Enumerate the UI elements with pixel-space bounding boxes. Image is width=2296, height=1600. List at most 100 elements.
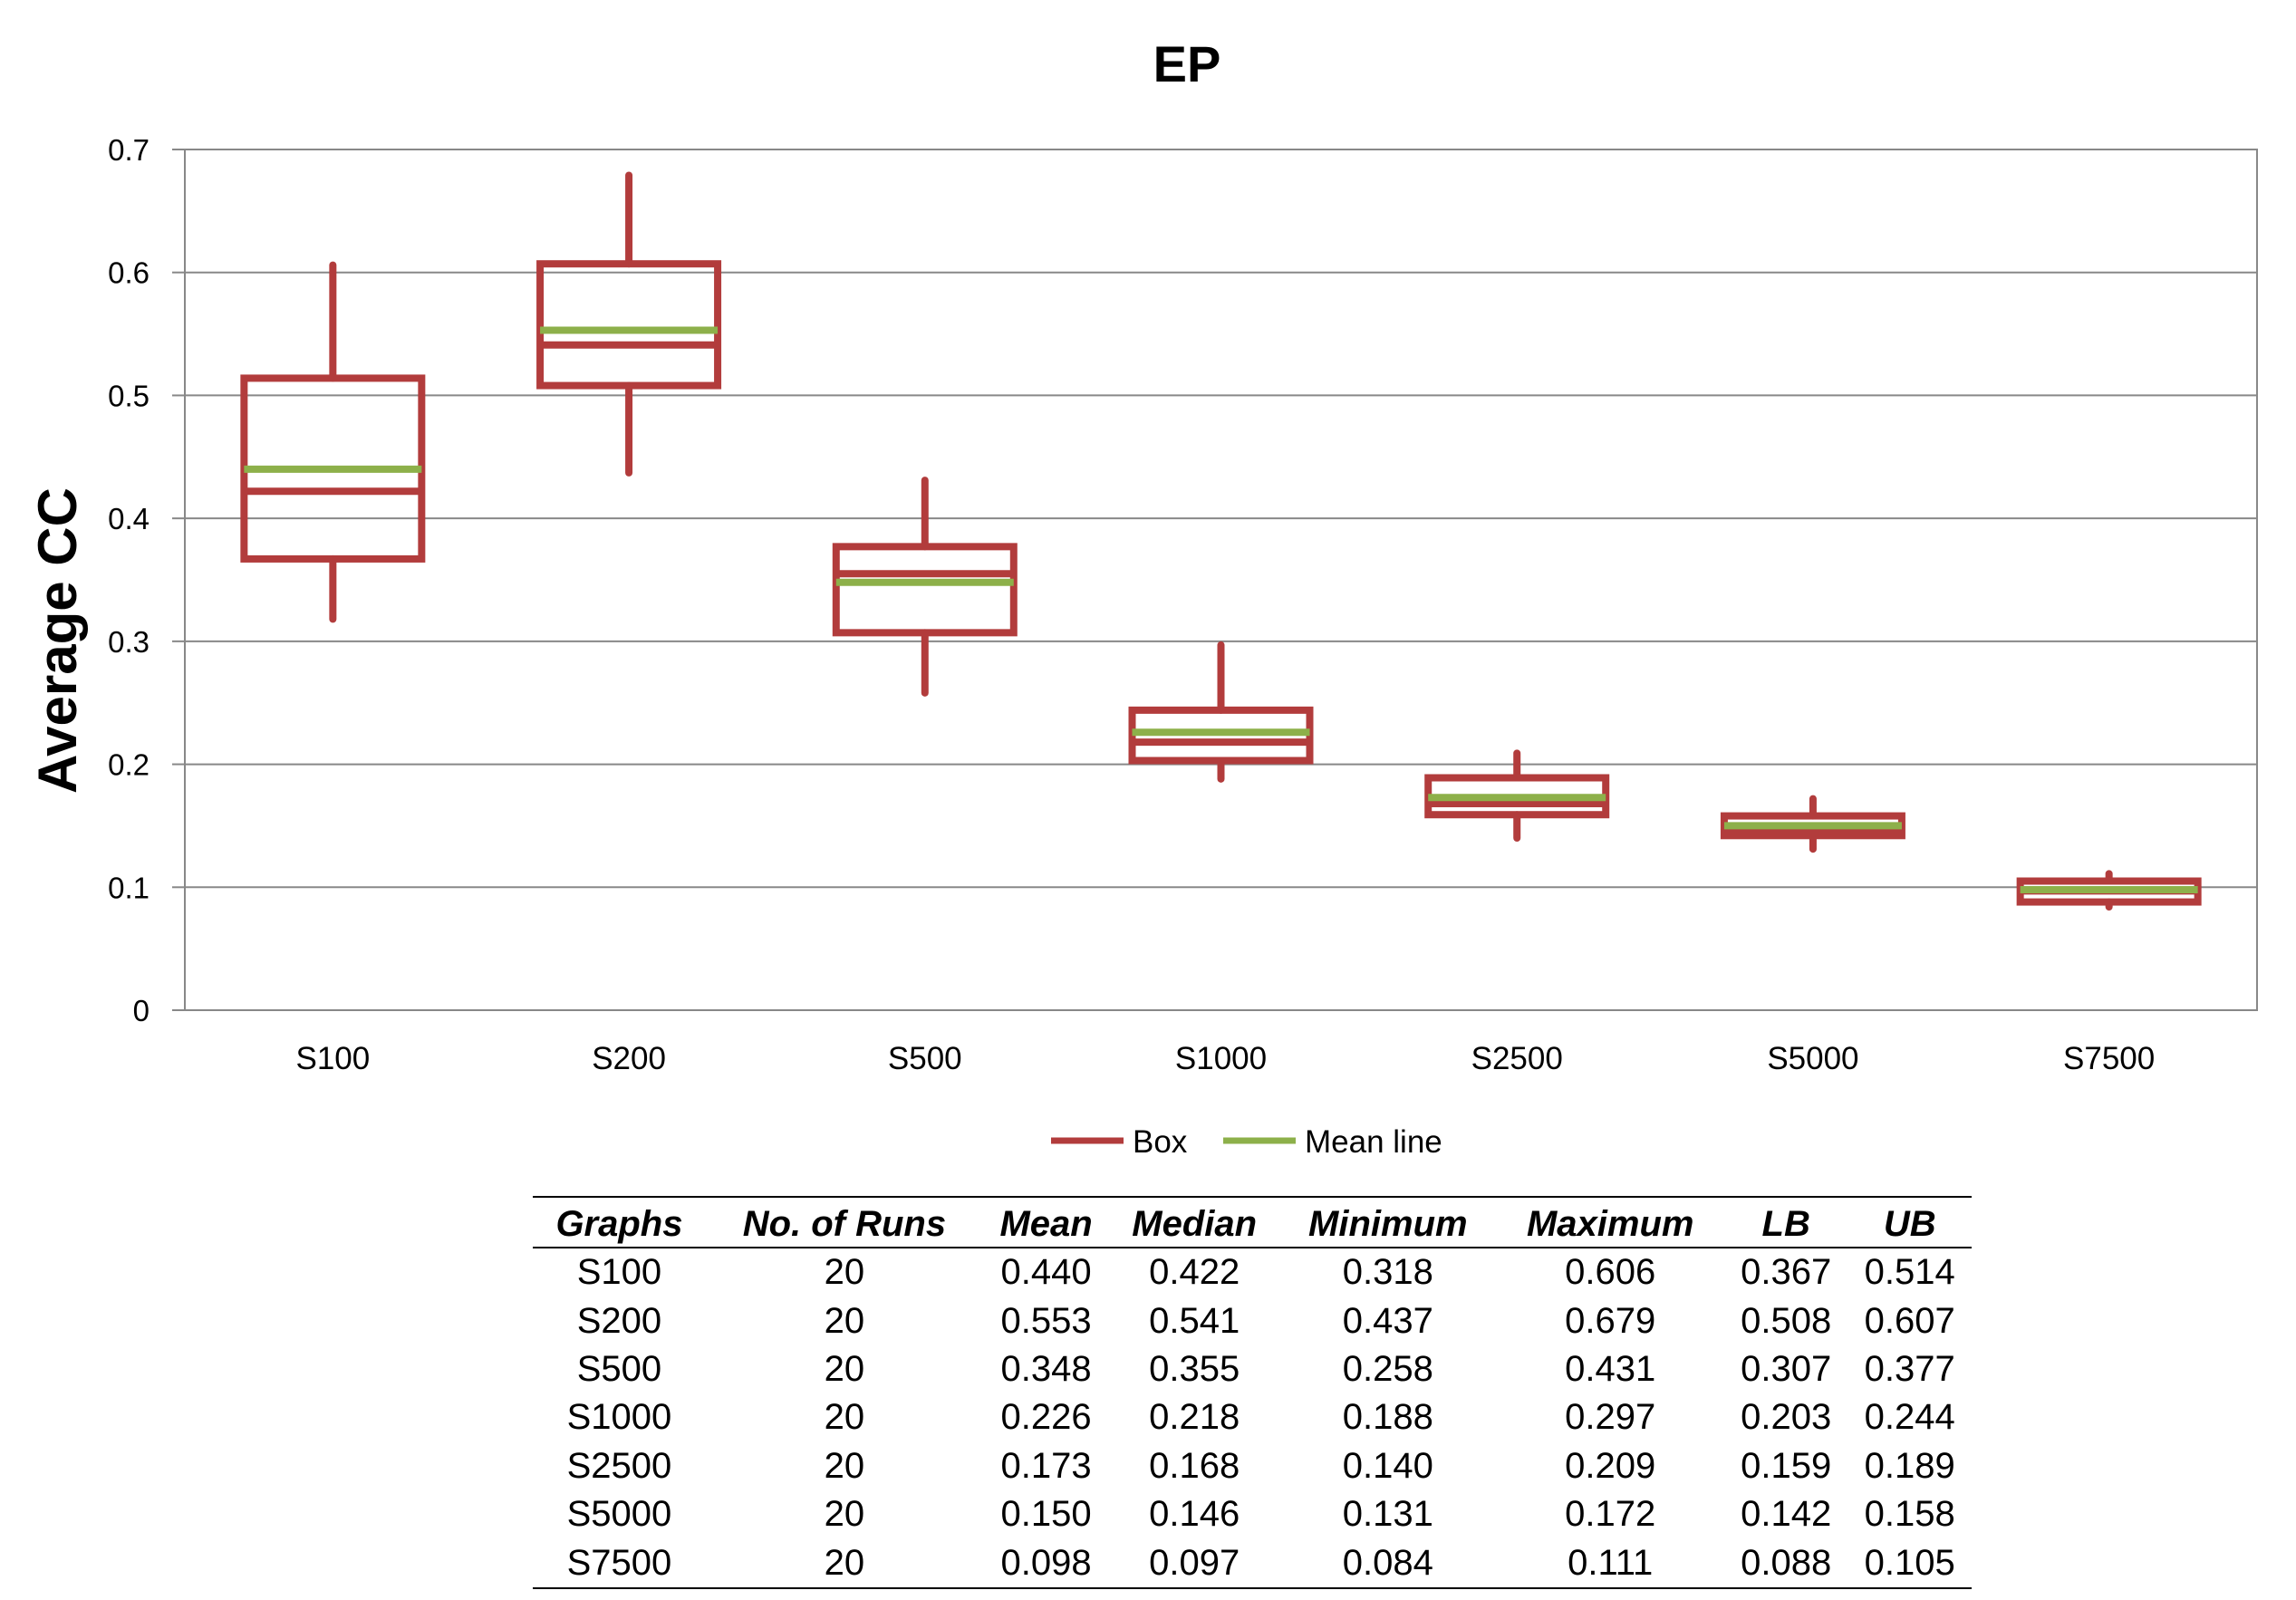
table-cell: 0.218: [1149, 1397, 1240, 1438]
box-s2500: [1424, 749, 1610, 842]
statistics-table: Graphs No. of Runs Mean Median Minimum M…: [533, 1196, 1972, 1589]
table-cell: 0.189: [1864, 1445, 1955, 1486]
table-cell: 0.258: [1342, 1348, 1433, 1389]
table-header-runs: No. of Runs: [742, 1203, 947, 1244]
table-cell: S500: [576, 1348, 662, 1389]
table-cell: 0.088: [1741, 1542, 1832, 1583]
table-row: S500 20 0.348 0.355 0.258 0.431 0.307 0.377: [533, 1345, 1972, 1393]
x-tick-labels: S100 S200 S500 S1000 S2500 S5000 S7500: [295, 1041, 2155, 1076]
table-cell: 0.142: [1741, 1494, 1832, 1535]
table-header-graphs: Graphs: [555, 1203, 683, 1244]
table-cell: 0.553: [1000, 1300, 1092, 1341]
box-s200: [536, 171, 722, 477]
table-cell: 0.679: [1565, 1300, 1656, 1341]
x-tick-label: S7500: [2063, 1041, 2155, 1076]
table-cell: 0.097: [1149, 1542, 1240, 1583]
table-cell: S7500: [566, 1542, 672, 1583]
table-cell: 0.244: [1864, 1397, 1955, 1438]
table-cell: 0.348: [1000, 1348, 1092, 1389]
legend-mean-label: Mean line: [1305, 1124, 1442, 1160]
table-header-minimum: Minimum: [1308, 1203, 1468, 1244]
table-cell: 20: [824, 1300, 865, 1341]
y-axis-label: Average CC: [27, 487, 88, 794]
table-cell: 0.172: [1565, 1494, 1656, 1535]
table-cell: 0.105: [1864, 1542, 1955, 1583]
legend: Box Mean line: [1051, 1124, 1442, 1160]
box-s5000: [1720, 795, 1905, 853]
table-cell: 0.367: [1741, 1252, 1832, 1293]
table-cell: 20: [824, 1397, 865, 1438]
table-header-lb: LB: [1761, 1203, 1810, 1244]
y-tick-label: 0.3: [108, 625, 150, 659]
x-tick-label: S200: [592, 1041, 666, 1076]
gridlines: [172, 149, 2257, 1011]
table-cell: 0.297: [1565, 1397, 1656, 1438]
table-cell: 0.318: [1342, 1252, 1433, 1293]
table-cell: 0.607: [1864, 1300, 1955, 1341]
table-cell: 0.355: [1149, 1348, 1240, 1389]
table-cell: S100: [576, 1252, 662, 1293]
table-cell: 0.508: [1741, 1300, 1832, 1341]
table-cell: 0.159: [1741, 1445, 1832, 1486]
table-row: S200 20 0.553 0.541 0.437 0.679 0.508 0.607: [533, 1296, 1972, 1345]
table-body: S100 20 0.440 0.422 0.318 0.606 0.367 0.514 S200…: [533, 1248, 1972, 1588]
box-series: [240, 171, 2202, 911]
table-cell: S2500: [566, 1445, 672, 1486]
table-cell: S5000: [566, 1494, 672, 1535]
table-cell: 0.431: [1565, 1348, 1656, 1389]
table-cell: 20: [824, 1542, 865, 1583]
x-tick-label: S2500: [1471, 1041, 1563, 1076]
table-cell: 0.437: [1342, 1300, 1433, 1341]
table-cell: 0.203: [1741, 1397, 1832, 1438]
box-s7500: [2016, 870, 2202, 911]
table-cell: 0.226: [1000, 1397, 1092, 1438]
table-cell: 0.173: [1000, 1445, 1092, 1486]
table-cell: S200: [576, 1300, 662, 1341]
y-tick-label: 0.4: [108, 502, 150, 535]
chart-title: EP: [1153, 35, 1221, 92]
table-cell: 0.606: [1565, 1252, 1656, 1293]
table-row: S100 20 0.440 0.422 0.318 0.606 0.367 0.514: [533, 1248, 1972, 1296]
y-tick-label: 0: [133, 994, 150, 1027]
box-rect: [832, 543, 1018, 637]
table-cell: 20: [824, 1445, 865, 1486]
table-cell: 20: [824, 1252, 865, 1293]
box-plot-chart: EP Average CC 0 0.1 0.2 0.3 0.4 0.5 0.6 0.7 S10…: [27, 35, 2258, 1160]
table-cell: 0.209: [1565, 1445, 1656, 1486]
table-cell: 20: [824, 1494, 865, 1535]
table-cell: S1000: [566, 1397, 672, 1438]
x-tick-label: S500: [888, 1041, 962, 1076]
table-cell: 0.098: [1000, 1542, 1092, 1583]
table-header-mean: Mean: [999, 1203, 1093, 1244]
box-rect: [536, 260, 722, 390]
table-cell: 0.377: [1864, 1348, 1955, 1389]
table-header-maximum: Maximum: [1526, 1203, 1694, 1244]
box-s500: [832, 477, 1018, 697]
table-cell: 0.150: [1000, 1494, 1092, 1535]
y-tick-labels: 0 0.1 0.2 0.3 0.4 0.5 0.6 0.7: [108, 133, 150, 1027]
table-cell: 0.158: [1864, 1494, 1955, 1535]
y-tick-label: 0.6: [108, 256, 150, 290]
table-header-ub: UB: [1883, 1203, 1936, 1244]
x-tick-label: S100: [295, 1041, 370, 1076]
table-cell: 0.440: [1000, 1252, 1092, 1293]
table-row: S1000 20 0.226 0.218 0.188 0.297 0.203 0.244: [533, 1393, 1972, 1441]
y-tick-label: 0.7: [108, 133, 150, 167]
y-tick-label: 0.1: [108, 871, 150, 904]
box-s100: [240, 261, 426, 623]
table-cell: 20: [824, 1348, 865, 1389]
x-tick-label: S1000: [1175, 1041, 1267, 1076]
table-row: S2500 20 0.173 0.168 0.140 0.209 0.159 0.189: [533, 1442, 1972, 1490]
plot-area-border: [184, 149, 2258, 1011]
table-cell: 0.307: [1741, 1348, 1832, 1389]
table-cell: 0.168: [1149, 1445, 1240, 1486]
table-cell: 0.188: [1342, 1397, 1433, 1438]
table-header-median: Median: [1132, 1203, 1258, 1244]
table-header-row: Graphs No. of Runs Mean Median Minimum M…: [533, 1197, 1972, 1248]
table-cell: 0.111: [1568, 1542, 1654, 1583]
table-cell: 0.084: [1342, 1542, 1433, 1583]
table-cell: 0.422: [1149, 1252, 1240, 1293]
table-row: S7500 20 0.098 0.097 0.084 0.111 0.088 0.105: [533, 1538, 1972, 1588]
y-tick-label: 0.5: [108, 379, 150, 412]
box-s1000: [1128, 641, 1314, 783]
